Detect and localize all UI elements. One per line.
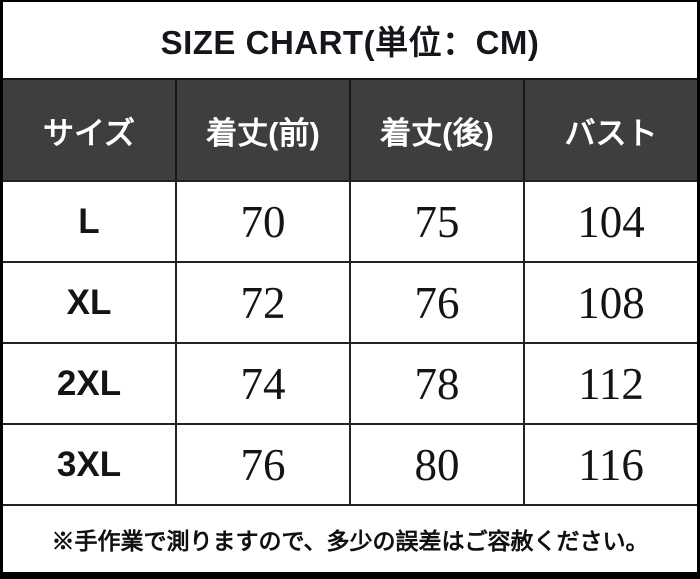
table-row-xl: XL 72 76 108 [3, 261, 697, 342]
value-cell-length-back: 76 [349, 263, 523, 342]
value-cell-bust: 104 [523, 182, 697, 261]
value-cell-bust: 116 [523, 425, 697, 504]
value-cell-length-front: 74 [175, 344, 349, 423]
value-cell-length-back: 78 [349, 344, 523, 423]
size-cell: 3XL [56, 444, 122, 484]
column-header-bust: バスト [523, 80, 697, 180]
value-cell-length-front: 70 [175, 182, 349, 261]
table-header-row: サイズ 着丈(前) 着丈(後) バスト [3, 78, 697, 180]
size-cell: XL [66, 282, 112, 322]
value-cell-length-front: 76 [175, 425, 349, 504]
table-row-3xl: 3XL 76 80 116 [3, 423, 697, 504]
size-cell: L [78, 201, 100, 241]
table-row-l: L 70 75 104 [3, 180, 697, 261]
value-cell-bust: 108 [523, 263, 697, 342]
value-cell-bust: 112 [523, 344, 697, 423]
value-cell-length-front: 72 [175, 263, 349, 342]
footer-note: ※手作業で測りますので、多少の誤差はご容赦ください。 [3, 504, 697, 572]
size-cell: 2XL [56, 363, 122, 403]
value-cell-length-back: 75 [349, 182, 523, 261]
table-row-2xl: 2XL 74 78 112 [3, 342, 697, 423]
column-header-length-back: 着丈(後) [349, 80, 523, 180]
column-header-length-front: 着丈(前) [175, 80, 349, 180]
column-header-size: サイズ [42, 115, 136, 151]
chart-title: SIZE CHART(単位：CM) [160, 24, 540, 61]
value-cell-length-back: 80 [349, 425, 523, 504]
